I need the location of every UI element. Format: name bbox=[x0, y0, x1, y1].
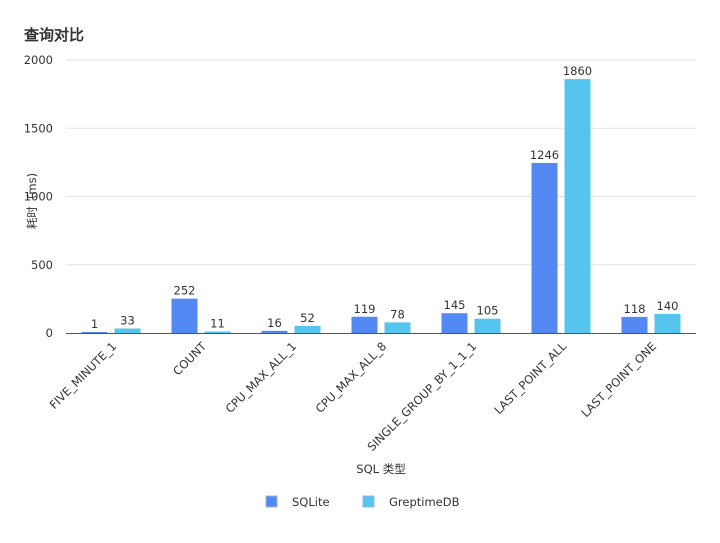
data-label: 1 bbox=[91, 317, 98, 331]
data-label: 1246 bbox=[530, 148, 559, 162]
x-axis-ticks: FIVE_MINUTE_1 COUNT CPU_MAX_ALL_1 CPU_MAX_A… bbox=[47, 339, 660, 454]
data-label: 145 bbox=[444, 298, 466, 312]
x-tick-label: CPU_MAX_ALL_1 bbox=[223, 339, 300, 416]
bar-greptimedb-cpu_max_all_8[interactable] bbox=[384, 322, 411, 333]
bar-sqlite-single_group_by_1_1_1[interactable] bbox=[441, 313, 468, 333]
data-label: 16 bbox=[267, 316, 282, 330]
bar-greptimedb-last_point_all[interactable] bbox=[564, 79, 591, 333]
x-tick-label: LAST_POINT_ALL bbox=[491, 339, 569, 417]
data-label: 252 bbox=[174, 284, 196, 298]
y-tick-label: 2000 bbox=[24, 53, 53, 67]
data-label: 52 bbox=[300, 311, 315, 325]
gridlines bbox=[66, 59, 696, 266]
data-label: 118 bbox=[624, 302, 646, 316]
legend-swatch-sqlite[interactable] bbox=[265, 495, 278, 508]
bar-greptimedb-five_minute_1[interactable] bbox=[114, 328, 141, 333]
bar-greptimedb-single_group_by_1_1_1[interactable] bbox=[474, 318, 501, 333]
data-label: 105 bbox=[477, 304, 499, 318]
bar-sqlite-last_point_all[interactable] bbox=[531, 162, 558, 333]
data-label: 11 bbox=[210, 316, 225, 330]
bar-sqlite-count[interactable] bbox=[171, 298, 198, 333]
data-label: 119 bbox=[354, 302, 376, 316]
data-label: 1860 bbox=[563, 64, 592, 78]
x-axis-title: SQL 类型 bbox=[356, 462, 405, 476]
legend-swatch-greptimedb[interactable] bbox=[362, 495, 375, 508]
y-tick-label: 1500 bbox=[24, 121, 53, 135]
bar-sqlite-five_minute_1[interactable] bbox=[81, 332, 108, 333]
bar-greptimedb-count[interactable] bbox=[204, 331, 231, 333]
data-label: 140 bbox=[657, 299, 679, 313]
data-label: 33 bbox=[120, 313, 135, 327]
legend-label-greptimedb[interactable]: GreptimeDB bbox=[389, 495, 460, 509]
y-tick-label: 1000 bbox=[24, 190, 53, 204]
x-tick-label: FIVE_MINUTE_1 bbox=[47, 339, 120, 412]
y-tick-label: 0 bbox=[46, 326, 53, 340]
y-axis-title: 耗时（ms) bbox=[25, 173, 39, 229]
bar-sqlite-cpu_max_all_8[interactable] bbox=[351, 316, 378, 333]
bar-greptimedb-cpu_max_all_1[interactable] bbox=[294, 325, 321, 333]
bars bbox=[81, 79, 681, 333]
x-tick-label: LAST_POINT_ONE bbox=[578, 339, 659, 420]
x-tick-label: COUNT bbox=[170, 339, 210, 379]
bar-sqlite-last_point_one[interactable] bbox=[621, 316, 648, 333]
data-labels: 1 33 252 11 16 52 119 78 145 105 1246 1860 118 140 bbox=[91, 64, 679, 331]
chart-title: 查询对比 bbox=[24, 26, 84, 44]
y-axis-ticks: 0 500 1000 1500 2000 bbox=[24, 53, 53, 340]
legend-label-sqlite[interactable]: SQLite bbox=[292, 495, 330, 509]
x-tick-label: CPU_MAX_ALL_8 bbox=[313, 339, 390, 416]
bar-sqlite-cpu_max_all_1[interactable] bbox=[261, 330, 288, 333]
legend[interactable]: SQLite GreptimeDB bbox=[265, 495, 460, 509]
y-tick-label: 500 bbox=[31, 258, 53, 272]
bar-greptimedb-last_point_one[interactable] bbox=[654, 313, 681, 333]
data-label: 78 bbox=[390, 307, 405, 321]
